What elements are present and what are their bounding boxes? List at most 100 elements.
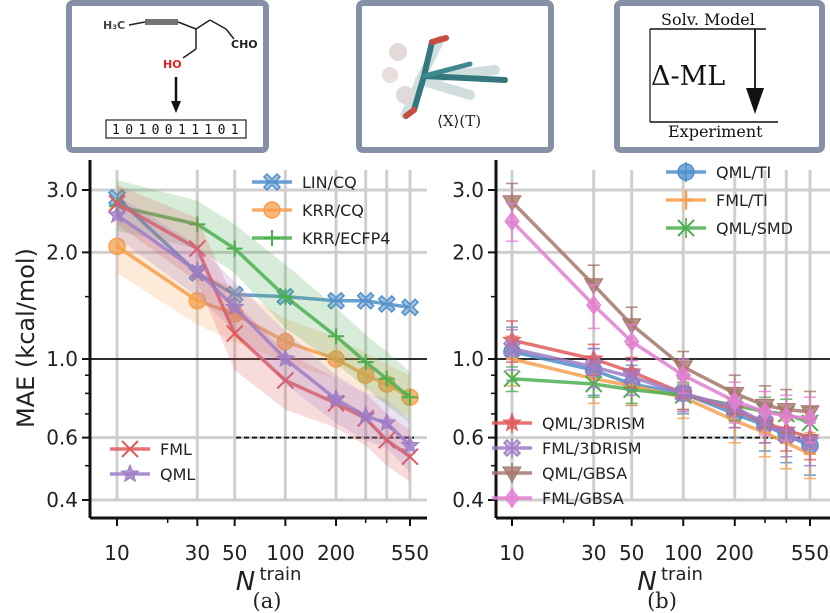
data-point [356, 291, 375, 310]
legend-label-krr-cq: KRR/CQ [302, 201, 364, 220]
x-axis-title: N [637, 567, 656, 597]
y-tick-label: 0.4 [46, 488, 78, 512]
data-point [355, 405, 376, 425]
data-point [225, 324, 244, 343]
x-tick-label: 10 [499, 541, 524, 565]
legend-label-qml-gbsa: QML/GBSA [542, 464, 627, 483]
legend-label-fml-3drism: FML/3DRISM [542, 439, 642, 458]
ch3-label: H₃C [103, 19, 125, 32]
solvation-model-label: Solv. Model [661, 10, 755, 29]
data-point [276, 371, 295, 390]
data-point [108, 237, 126, 256]
legend-label-qml-smd: QML/SMD [716, 219, 793, 238]
x-tick-label: 50 [222, 541, 247, 565]
y-tick-label: 1.0 [46, 347, 78, 371]
delta-ml-inset-frame [614, 0, 825, 153]
legend-marker [121, 440, 139, 458]
data-point [108, 194, 126, 213]
confidence-band [117, 184, 410, 482]
data-point [378, 370, 395, 387]
data-point [503, 369, 521, 388]
legend-label-fml-gbsa: FML/GBSA [542, 489, 624, 508]
down-arrow-icon [746, 29, 764, 114]
data-point [326, 388, 346, 408]
x-tick-label: 200 [716, 541, 754, 565]
data-point [376, 412, 397, 432]
data-point [400, 435, 420, 454]
legend-marker [502, 412, 522, 432]
data-point [224, 296, 245, 316]
legend-label-qml-ti: QML/TI [716, 163, 771, 182]
molecule-inset-frame [66, 0, 269, 153]
oh-label: HO [163, 58, 182, 71]
x-tick-label: 30 [581, 541, 606, 565]
legend-top: QML/TI FML/TI QML/SMD [666, 162, 793, 238]
data-point [275, 348, 296, 368]
x-tick-label: 30 [185, 541, 210, 565]
x-tick-label: 550 [791, 541, 829, 565]
legend-marker [262, 172, 282, 192]
y-tick-label: 1.0 [452, 347, 484, 371]
data-point [107, 188, 127, 207]
fingerprint-bit: 1 [138, 123, 146, 138]
legend-marker [264, 230, 280, 246]
data-point [357, 354, 374, 371]
data-point [277, 288, 294, 305]
data-point [187, 260, 208, 280]
conformer-ensemble-image [382, 35, 508, 120]
x-axis-title-superscript: train [661, 564, 703, 585]
x-tick-label: 50 [619, 541, 644, 565]
y-tick-label: 3.0 [46, 178, 78, 202]
data-point [586, 295, 602, 315]
data-point [502, 339, 522, 358]
legend-label-qml: QML [160, 465, 195, 484]
fingerprint-bit: 0 [218, 123, 226, 138]
data-point [584, 357, 603, 376]
data-point [622, 367, 641, 387]
legend-label-fml-ti: FML/TI [716, 191, 768, 210]
panel-b: 0.4 0.6 1.0 2.0 3.0 10 30 50 100 200 550 N train (b) Q… [452, 160, 830, 613]
conformer-average-label: ⟨X⟩(T) [437, 112, 481, 130]
x-tick-label: 550 [391, 541, 429, 565]
experiment-label: Experiment [668, 122, 763, 141]
data-point [778, 406, 794, 426]
fingerprint-bit: 1 [112, 123, 120, 138]
series-fml-gbsa [504, 202, 818, 444]
data-point [802, 408, 818, 429]
y-tick-label: 0.4 [452, 488, 484, 512]
legend-top: LIN/CQ KRR/CQ KRR/ECFP4 [252, 172, 390, 248]
fingerprint-bit: 0 [165, 123, 173, 138]
y-tick-label: 0.6 [452, 426, 484, 450]
data-point [727, 391, 743, 412]
legend-label-krr-ecfp4: KRR/ECFP4 [302, 229, 390, 248]
y-tick-label: 2.0 [46, 240, 78, 264]
legend-bottom: FML QML [110, 440, 195, 484]
delta-ml-label: Δ-ML [651, 61, 725, 92]
data-point [189, 216, 206, 233]
data-point [504, 211, 520, 231]
data-point [328, 328, 345, 345]
x-axis-title: N [236, 567, 255, 597]
data-point [188, 292, 207, 310]
legend-bottom: QML/3DRISM FML/3DRISM QML/GBSA FML/GBSA [492, 412, 645, 508]
delta-ml-inset: Solv. Model Δ-ML Experiment [614, 0, 825, 153]
x-axis-title-superscript: train [260, 564, 302, 585]
panel-label: (b) [647, 589, 677, 613]
fingerprint-box [105, 119, 247, 139]
panel-label: (a) [253, 589, 282, 613]
fingerprint-bit: 1 [204, 123, 212, 138]
y-tick-label: 3.0 [452, 178, 484, 202]
cho-label: CHO [231, 38, 258, 51]
legend-marker [677, 219, 695, 237]
data-point [378, 431, 396, 449]
x-tick-label: 100 [664, 541, 702, 565]
legend-marker [263, 201, 281, 219]
down-arrow-icon [171, 77, 181, 113]
legend-label-fml: FML [160, 440, 192, 459]
legend-marker [120, 463, 140, 483]
data-point [757, 401, 773, 422]
data-point [624, 331, 640, 352]
series-qml [107, 195, 420, 472]
molecule-skeleton [128, 19, 235, 59]
